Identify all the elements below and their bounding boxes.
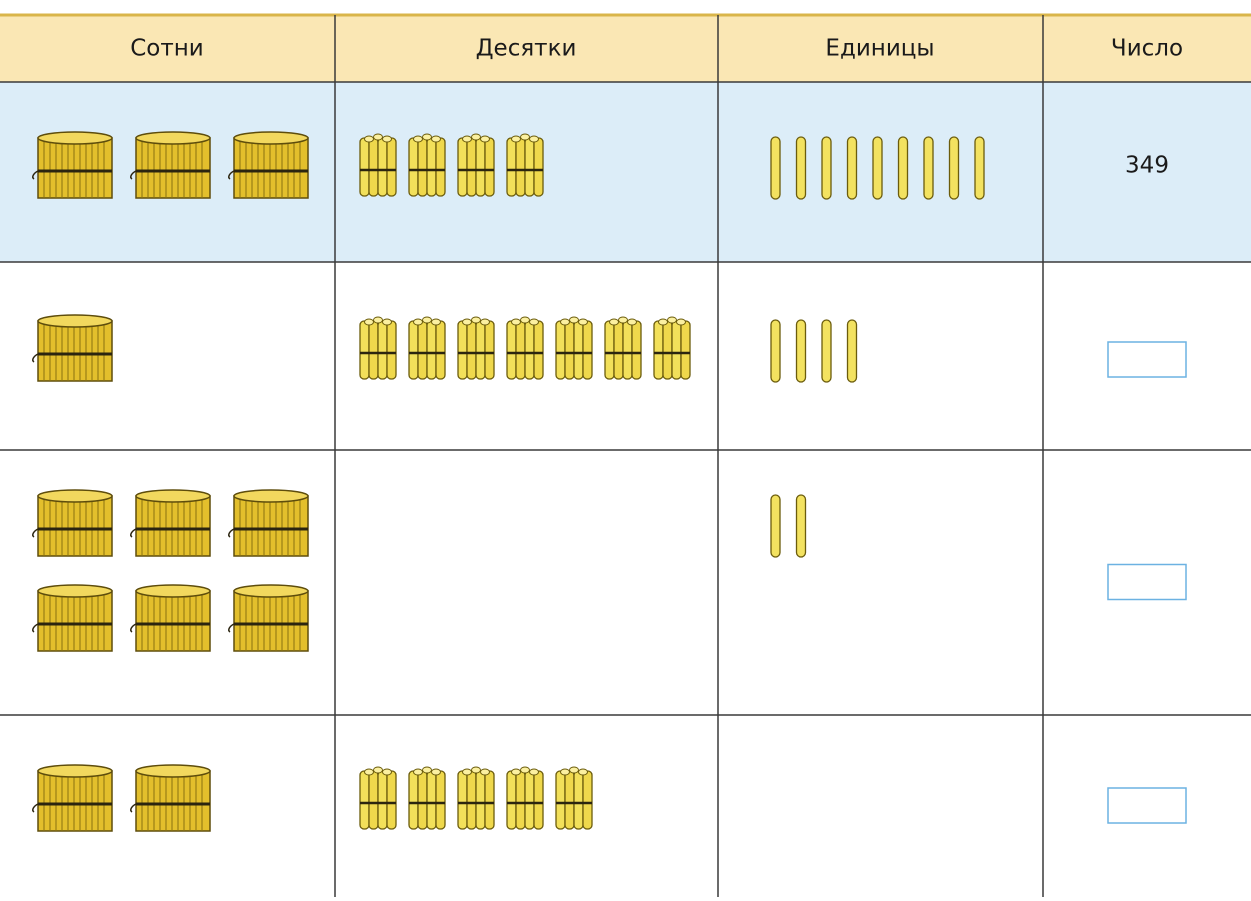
hundreds-bundle [31, 583, 114, 653]
hundreds-bundle [31, 313, 114, 383]
unit-stick [948, 136, 960, 200]
unit-stick [846, 319, 858, 383]
hundreds-bundle [129, 130, 212, 200]
hundreds-bundle [227, 130, 310, 200]
answer-box [1107, 787, 1187, 824]
hundreds-bundle [227, 583, 310, 653]
hundreds-bundle [129, 488, 212, 558]
number-value: 349 [1125, 153, 1169, 179]
hundreds-bundle [129, 763, 212, 833]
tens-bundle [554, 765, 594, 831]
tens-bundle [358, 765, 398, 831]
hundreds-bundle [31, 488, 114, 558]
grid [0, 15, 1251, 897]
unit-stick [795, 494, 807, 558]
tens-bundle [505, 315, 545, 381]
unit-stick [923, 136, 934, 200]
unit-stick [974, 136, 985, 200]
column-header: Сотни [130, 36, 204, 62]
tens-bundle [603, 315, 643, 381]
tens-bundle [358, 132, 398, 198]
unit-stick [795, 136, 807, 200]
tens-bundle [456, 315, 496, 381]
tens-bundle [358, 315, 398, 381]
answer-box [1107, 563, 1187, 601]
tens-bundle [407, 132, 447, 198]
column-header: Десятки [476, 36, 577, 62]
tens-bundle [456, 132, 496, 198]
tens-bundle [456, 765, 496, 831]
column-header: Единицы [825, 36, 934, 62]
hundreds-bundle [31, 130, 114, 200]
tens-bundle [505, 765, 545, 831]
hundreds-bundle [129, 583, 212, 653]
hundreds-bundle [227, 488, 310, 558]
hundreds-bundle [31, 763, 114, 833]
tens-bundle [407, 765, 447, 831]
unit-stick [795, 319, 807, 383]
unit-stick [821, 136, 832, 200]
unit-stick [770, 494, 781, 558]
unit-stick [821, 319, 832, 383]
tens-bundle [554, 315, 594, 381]
unit-stick [872, 136, 883, 200]
unit-stick [770, 319, 781, 383]
unit-stick [770, 136, 781, 200]
column-header: Число [1111, 36, 1183, 62]
tens-bundle [652, 315, 692, 381]
answer-box [1107, 341, 1187, 378]
unit-stick [846, 136, 858, 200]
tens-bundle [407, 315, 447, 381]
unit-stick [897, 136, 909, 200]
tens-bundle [505, 132, 545, 198]
